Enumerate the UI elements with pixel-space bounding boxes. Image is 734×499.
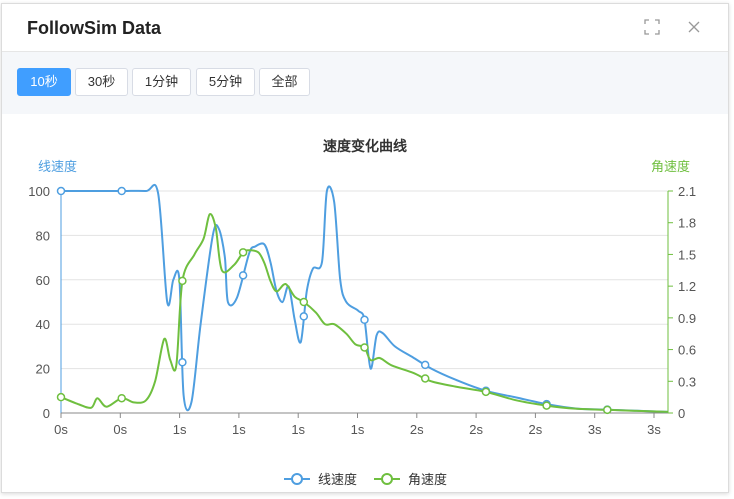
range-button-10s[interactable]: 10秒: [17, 68, 71, 96]
linear-speed-point: [56, 186, 66, 196]
y-left-tick-label: 60: [36, 273, 50, 288]
dialog-header: FollowSim Data: [2, 4, 728, 52]
legend-angular-label: 角速度: [408, 472, 447, 487]
y-right-tick-label: 0.9: [678, 311, 696, 326]
angular-speed-point: [238, 248, 248, 257]
chart-title: 速度变化曲线: [323, 138, 407, 154]
x-tick-label: 2s: [529, 422, 543, 437]
y-left-tick-label: 0: [43, 406, 50, 421]
angular-speed-point: [481, 387, 491, 397]
y-right-tick-label: 0.3: [678, 374, 696, 389]
y-right-tick-label: 1.2: [678, 279, 696, 294]
angular-speed-point: [420, 374, 430, 383]
linear-speed-point: [117, 186, 126, 196]
angular-speed-point: [603, 405, 612, 415]
right-axis-label: 角速度: [651, 159, 690, 174]
y-left-tick-label: 40: [36, 317, 50, 332]
linear-speed-point: [360, 315, 369, 325]
x-tick-label: 1s: [351, 422, 365, 437]
y-right-tick-label: 0: [678, 406, 685, 421]
speed-chart: 速度变化曲线 线速度 角速度 100 80 60 40 20 0 2.1 1.8 1.5 1.2 0.9 0…: [2, 115, 728, 492]
range-button-1min[interactable]: 1分钟: [132, 68, 191, 96]
linear-speed-point: [238, 271, 248, 280]
y-right-tick-label: 1.5: [678, 247, 696, 262]
followsim-dialog: FollowSim Data 10秒 30秒 1分钟 5分钟 全部 速度变化曲线…: [1, 3, 729, 493]
angular-speed-point: [56, 392, 66, 402]
left-axis-label: 线速度: [38, 159, 77, 174]
y-left-tick-label: 100: [28, 184, 50, 199]
time-range-toolbar: 10秒 30秒 1分钟 5分钟 全部: [2, 52, 728, 114]
angular-speed-point: [178, 276, 187, 286]
legend-angular-marker: [381, 473, 393, 485]
x-tick-label: 1s: [232, 422, 246, 437]
y-right-tick-label: 2.1: [678, 184, 696, 199]
range-button-all[interactable]: 全部: [259, 68, 310, 96]
x-tick-label: 1s: [291, 422, 305, 437]
x-tick-label: 2s: [410, 422, 424, 437]
angular-speed-point: [542, 401, 551, 410]
legend-linear-label: 线速度: [318, 472, 357, 487]
linear-speed-point: [299, 312, 309, 321]
angular-speed-point: [117, 393, 126, 403]
x-tick-label: 2s: [469, 422, 483, 437]
y-left-tick-label: 20: [36, 362, 50, 377]
x-tick-label: 3s: [588, 422, 602, 437]
x-tick-label: 0s: [113, 422, 127, 437]
range-button-5min[interactable]: 5分钟: [196, 68, 255, 96]
angular-speed-line: [60, 213, 669, 413]
linear-speed-point: [178, 358, 187, 367]
x-tick-label: 3s: [647, 422, 661, 437]
x-tick-label: 1s: [173, 422, 187, 437]
range-button-30s[interactable]: 30秒: [75, 68, 128, 96]
dialog-title: FollowSim Data: [27, 18, 162, 38]
legend-linear-marker: [291, 473, 303, 485]
y-right-tick-label: 0.6: [678, 343, 696, 358]
y-right-tick-label: 1.8: [678, 216, 696, 231]
y-left-tick-label: 80: [36, 228, 50, 243]
linear-speed-line: [60, 183, 669, 413]
angular-speed-point: [360, 343, 369, 352]
angular-speed-point: [299, 297, 309, 307]
x-tick-label: 0s: [54, 422, 68, 437]
close-icon[interactable]: [685, 18, 703, 36]
fullscreen-icon[interactable]: [643, 18, 661, 36]
linear-speed-point: [420, 360, 430, 370]
